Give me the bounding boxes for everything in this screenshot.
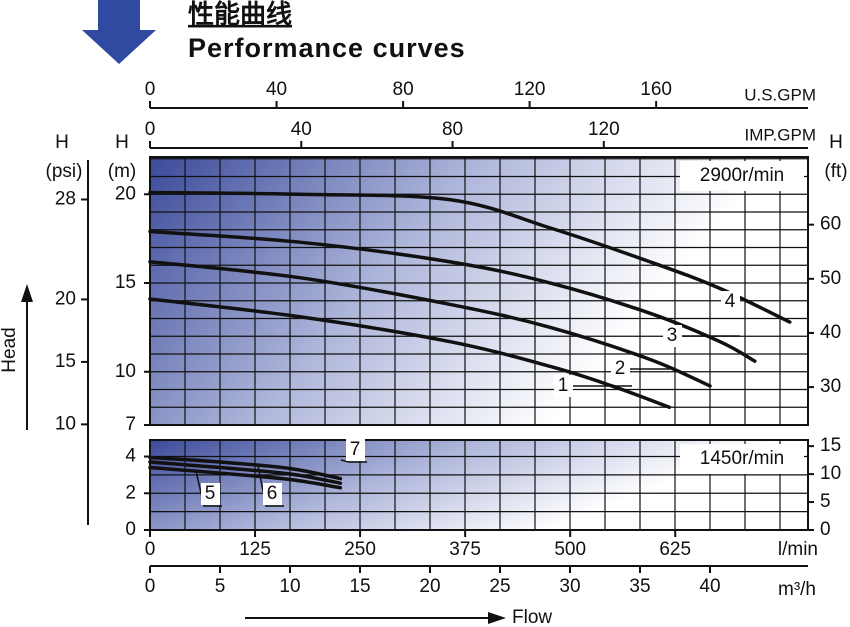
psi-tick-label: 20 (55, 288, 76, 309)
curve (148, 455, 343, 481)
curve (148, 460, 343, 485)
x-tick-label: 0 (145, 576, 156, 597)
label-box (611, 358, 630, 380)
lmin-tick-label: 500 (554, 539, 586, 560)
title-arrow (82, 0, 156, 64)
ft-tick-label: 40 (820, 322, 841, 343)
label-box (263, 483, 282, 505)
x-tick-label: 20 (419, 576, 440, 597)
lmin-tick-label: 625 (659, 539, 691, 560)
top-tick-label: 120 (514, 79, 546, 100)
y-tick-label: 20 (115, 183, 136, 204)
label-box (663, 325, 682, 347)
ft-tick-label: 15 (820, 435, 841, 456)
label-box (201, 483, 220, 505)
y-tick-label: 15 (115, 272, 136, 293)
top-tick-label: 120 (588, 119, 620, 140)
ft-tick-label: 5 (820, 491, 831, 512)
curve-label: 1 (558, 375, 569, 396)
ft-tick-label: 0 (820, 519, 831, 540)
x-axis-label: Flow (512, 607, 552, 627)
curve-label: 3 (667, 325, 678, 346)
label-leader (340, 459, 367, 463)
axis-unit: IMP.GPM (745, 125, 816, 144)
lmin-tick-label: 0 (145, 539, 156, 560)
top-tick-label: 40 (291, 119, 312, 140)
x-tick-label: 5 (215, 576, 226, 597)
y-tick-label: 2 (125, 482, 136, 503)
top-tick-label: 80 (442, 119, 463, 140)
ft-tick-label: 30 (820, 376, 841, 397)
top-tick-label: 0 (145, 79, 156, 100)
speed-label: 2900r/min (700, 165, 785, 186)
psi-axis-title: H (55, 132, 69, 153)
ft-tick-label: 60 (820, 214, 841, 235)
top-tick-label: 0 (145, 119, 156, 140)
label-box (554, 375, 573, 397)
label-box (346, 439, 365, 461)
x-tick-label: 30 (559, 576, 580, 597)
curve (148, 190, 792, 324)
curve (148, 259, 712, 388)
top-tick-label: 160 (640, 79, 672, 100)
curve-label: 6 (267, 483, 278, 504)
lmin-tick-label: 125 (239, 539, 271, 560)
speed-box (680, 161, 804, 191)
curve-label: 5 (205, 483, 216, 504)
y-tick-label: 4 (125, 446, 136, 467)
chart-subtitle: Performance curves (188, 33, 466, 63)
y-tick-label: 0 (125, 519, 136, 540)
y-tick-label: 7 (125, 414, 136, 435)
axis-unit: m³/h (778, 579, 816, 600)
panel-frame (149, 439, 809, 531)
psi-tick-label: 28 (55, 188, 76, 209)
speed-box (680, 444, 804, 474)
curve (148, 465, 343, 490)
curve-label: 4 (725, 291, 736, 312)
axis-unit: l/min (778, 539, 818, 560)
chart-title: 性能曲线 (188, 0, 292, 29)
ft-tick-label: 50 (820, 268, 841, 289)
top-tick-label: 40 (266, 79, 287, 100)
label-box (721, 291, 740, 313)
flow-arrowhead (488, 612, 506, 624)
axis-unit: U.S.GPM (744, 85, 816, 104)
psi-tick-label: 15 (55, 351, 76, 372)
ft-axis-unit: (ft) (824, 161, 847, 182)
head-arrowhead (21, 284, 33, 302)
curve-label: 2 (615, 358, 626, 379)
y-axis-unit: (m) (108, 161, 136, 182)
y-axis-label: Head (0, 327, 20, 372)
y-tick-label: 10 (115, 361, 136, 382)
lmin-tick-label: 250 (344, 539, 376, 560)
ft-tick-label: 10 (820, 463, 841, 484)
y-axis-title: H (115, 132, 129, 153)
panel-frame (149, 156, 809, 426)
ft-axis-title: H (829, 132, 843, 153)
psi-tick-label: 10 (55, 413, 76, 434)
curve-label: 7 (350, 439, 361, 460)
speed-label: 1450r/min (700, 448, 785, 469)
x-tick-label: 10 (279, 576, 300, 597)
x-tick-label: 40 (699, 576, 720, 597)
x-tick-label: 15 (349, 576, 370, 597)
top-tick-label: 80 (393, 79, 414, 100)
label-leader (195, 470, 222, 507)
lmin-tick-label: 375 (449, 539, 481, 560)
x-tick-label: 35 (629, 576, 650, 597)
x-tick-label: 25 (489, 576, 510, 597)
psi-axis-unit: (psi) (46, 161, 83, 182)
label-leader (257, 465, 284, 507)
